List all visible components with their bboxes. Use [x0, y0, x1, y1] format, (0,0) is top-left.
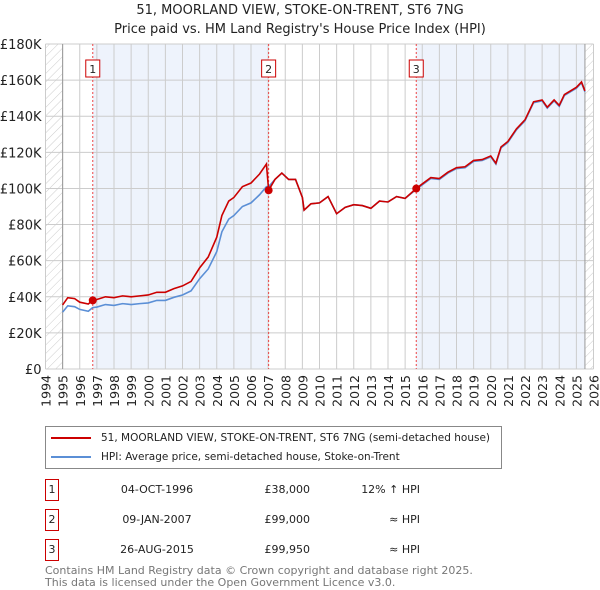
x-tick-label: 2011 — [330, 375, 345, 407]
sale-price: £99,950 — [264, 543, 311, 556]
x-tick-label: 2022 — [518, 375, 533, 407]
x-tick-label: 1995 — [56, 375, 71, 407]
y-tick-label: £40K — [8, 291, 42, 306]
y-tick-label: £20K — [8, 327, 42, 342]
sale-label: 3 — [413, 63, 420, 76]
x-tick-label: 2002 — [176, 375, 191, 407]
x-tick-label: 2007 — [261, 375, 276, 407]
x-tick-label: 1999 — [124, 375, 139, 407]
x-tick-label: 2009 — [295, 375, 310, 407]
x-tick-label: 2001 — [158, 375, 173, 407]
footer-line: Contains HM Land Registry data © Crown c… — [45, 564, 473, 577]
x-tick-label: 2019 — [467, 375, 482, 407]
x-tick-label: 2017 — [432, 375, 447, 407]
legend-label: 51, MOORLAND VIEW, STOKE-ON-TRENT, ST6 7… — [101, 432, 491, 444]
legend-item-property: 51, MOORLAND VIEW, STOKE-ON-TRENT, ST6 7… — [51, 430, 490, 446]
sale-row: 2 09-JAN-2007 £99,000 ≈ HPI — [45, 509, 445, 531]
series-line — [61, 80, 586, 306]
hatched-no-data-region — [584, 44, 594, 369]
red-line-swatch — [51, 437, 91, 439]
plot-area: £0 £20K £40K £60K £80K £100K £120K £140K £160K £1… — [0, 38, 600, 407]
sale-hpi-comparison: ≈ HPI — [389, 543, 420, 556]
sale-hpi-comparison: ≈ HPI — [389, 513, 420, 526]
x-tick-label: 2026 — [587, 375, 600, 407]
sale-label-box — [408, 59, 424, 78]
x-tick-label: 2010 — [313, 375, 328, 407]
y-tick-label: £60K — [8, 255, 42, 270]
chart-subtitle: Price paid vs. HM Land Registry's House … — [114, 22, 486, 37]
blue-line-swatch — [51, 456, 91, 458]
hatched-no-data-region — [45, 44, 63, 369]
x-tick-label: 2025 — [569, 375, 584, 407]
sale-label: 1 — [89, 63, 96, 76]
x-tick-label: 2013 — [364, 375, 379, 407]
y-tick-label: £100K — [0, 182, 42, 197]
x-tick-label: 2012 — [347, 375, 362, 407]
sale-label-box — [261, 59, 277, 78]
sale-hpi-comparison: 12% ↑ HPI — [361, 483, 420, 496]
sale-price: £38,000 — [264, 483, 311, 496]
x-tick-label: 2005 — [227, 375, 242, 407]
x-tick-label: 2008 — [278, 375, 293, 407]
x-tick-label: 2014 — [381, 375, 396, 407]
sale-row: 3 26-AUG-2015 £99,950 ≈ HPI — [45, 539, 445, 561]
y-tick-label: £0 — [25, 363, 42, 378]
x-tick-label: 2024 — [552, 375, 567, 407]
x-tick-label: 1996 — [73, 375, 88, 407]
sale-date: 04-OCT-1996 — [120, 483, 194, 496]
x-tick-label: 2006 — [244, 375, 259, 407]
x-tick-label: 2004 — [210, 375, 225, 407]
x-tick-label: 2018 — [450, 375, 465, 407]
y-tick-label: £140K — [0, 110, 42, 125]
x-tick-label: 2000 — [141, 375, 156, 407]
footer: Contains HM Land Registry data © Crown c… — [45, 565, 473, 589]
x-tick-label: 2015 — [398, 375, 413, 407]
sale-number-badge: 1 — [45, 479, 59, 501]
x-tick-label: 2003 — [193, 375, 208, 407]
sale-label: 2 — [265, 63, 272, 76]
x-tick-label: 2020 — [484, 375, 499, 407]
sale-number-badge: 2 — [45, 509, 59, 531]
x-tick-label: 2023 — [535, 375, 550, 407]
legend-label: HPI: Average price, semi-detached house,… — [101, 451, 400, 463]
sale-point — [264, 186, 273, 195]
legend-item-hpi: HPI: Average price, semi-detached house,… — [51, 449, 400, 465]
y-tick-label: £80K — [8, 219, 42, 234]
ownership-shading — [92, 44, 269, 369]
sale-number-badge: 3 — [45, 539, 59, 561]
ownership-shading — [416, 44, 585, 369]
y-tick-label: £160K — [0, 74, 42, 89]
x-tick-label: 1997 — [90, 375, 105, 407]
legend: 51, MOORLAND VIEW, STOKE-ON-TRENT, ST6 7… — [45, 426, 502, 469]
sale-row: 1 04-OCT-1996 £38,000 12% ↑ HPI — [45, 479, 445, 501]
sale-point — [412, 184, 421, 193]
chart-title: 51, MOORLAND VIEW, STOKE-ON-TRENT, ST6 7… — [136, 3, 464, 18]
x-tick-label: 2021 — [501, 375, 516, 407]
y-tick-label: £120K — [0, 146, 42, 161]
y-tick-label: £180K — [0, 38, 42, 53]
sale-point — [88, 296, 97, 305]
sale-label-box — [85, 59, 101, 78]
x-tick-label: 2016 — [415, 375, 430, 407]
sale-price: £99,000 — [264, 513, 311, 526]
sale-date: 09-JAN-2007 — [122, 513, 192, 526]
x-tick-label: 1998 — [107, 375, 122, 407]
footer-line: This data is licensed under the Open Gov… — [45, 576, 396, 589]
x-tick-label: 1994 — [39, 375, 54, 407]
sale-date: 26-AUG-2015 — [120, 543, 194, 556]
